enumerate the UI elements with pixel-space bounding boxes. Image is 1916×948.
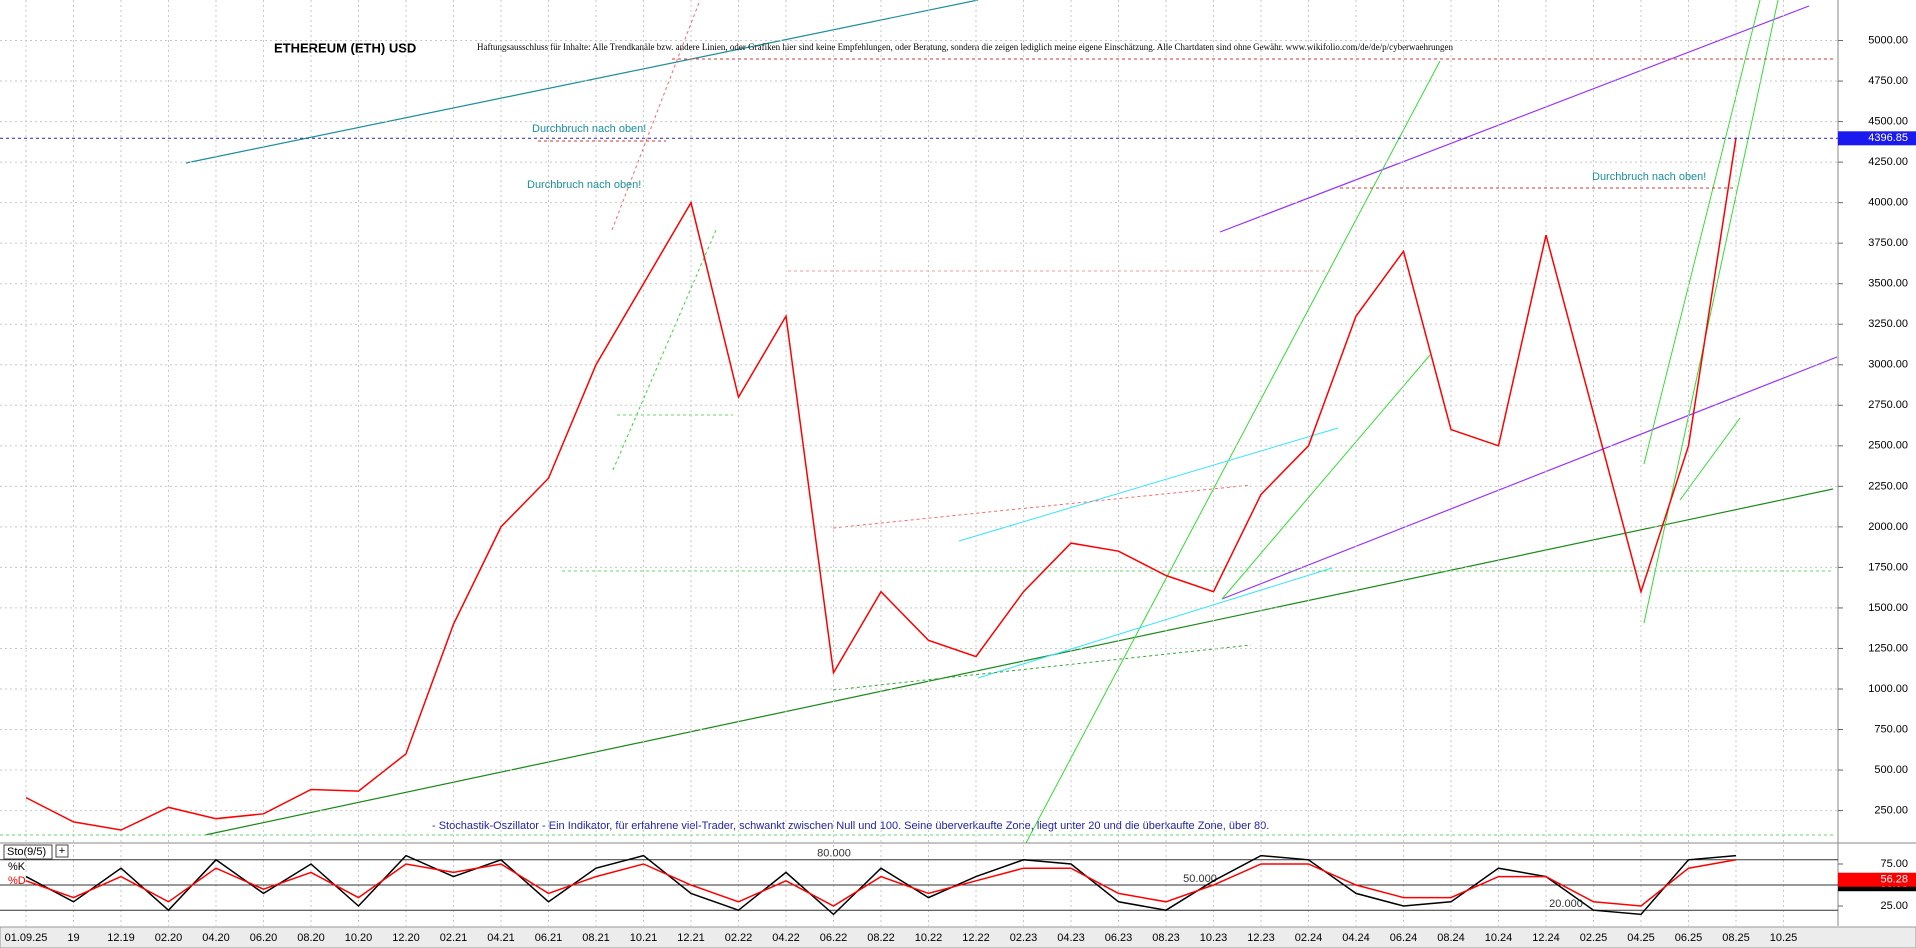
- x-tick-label: 12.20: [392, 932, 420, 944]
- x-tick-label: 10.22: [915, 932, 943, 944]
- level-label: 20.000: [1549, 898, 1583, 910]
- y-tick-label: 4000.00: [1868, 197, 1908, 209]
- trendline: [1219, 5, 1810, 233]
- trendline: [204, 488, 1834, 836]
- x-tick-label: 08.20: [297, 932, 325, 944]
- trendline: [1221, 354, 1431, 600]
- indicator-title: Sto(9/5): [7, 846, 46, 858]
- x-tick-label: 08.22: [867, 932, 895, 944]
- trendline: [1643, 0, 1779, 624]
- x-tick-label: 04.23: [1057, 932, 1085, 944]
- y-tick-label: 3750.00: [1868, 237, 1908, 249]
- x-tick-label: 06.21: [535, 932, 563, 944]
- x-tick-label: 02.23: [1010, 932, 1038, 944]
- y-tick-label: 1000.00: [1868, 683, 1908, 695]
- x-tick-label: 12.19: [107, 932, 135, 944]
- x-tick-label: 02.24: [1295, 932, 1323, 944]
- x-tick-label: 08.25: [1722, 932, 1750, 944]
- y-tick-label: 500.00: [1874, 764, 1908, 776]
- y-tick-label: 2500.00: [1868, 440, 1908, 452]
- x-tick-label: 10.21: [630, 932, 658, 944]
- y-tick-label: 3250.00: [1868, 318, 1908, 330]
- x-tick-label: 02.21: [440, 932, 468, 944]
- chart-title: ETHEREUM (ETH) USD: [274, 40, 416, 55]
- y-tick-label: 5000.00: [1868, 34, 1908, 46]
- y-tick-label: 2250.00: [1868, 480, 1908, 492]
- x-tick-label: 04.22: [772, 932, 800, 944]
- current-value-box: [1838, 872, 1916, 887]
- trendline: [1221, 356, 1838, 600]
- current-value-label: 56.28: [1880, 874, 1908, 886]
- x-tick-label: 01.09.25: [5, 932, 48, 944]
- x-tick-label: 06.23: [1105, 932, 1133, 944]
- indicator-note: - Stochastik-Oszillator - Ein Indikator,…: [432, 820, 1269, 832]
- disclaimer: Haftungsausschluss für Inhalte: Alle Tre…: [477, 42, 1454, 52]
- y-tick-label: 1500.00: [1868, 602, 1908, 614]
- x-tick-label: 10.25: [1770, 932, 1798, 944]
- x-tick-label: 08.21: [582, 932, 610, 944]
- x-tick-label: 08.24: [1437, 932, 1465, 944]
- x-tick-label: 12.24: [1532, 932, 1560, 944]
- y-tick-label: 2750.00: [1868, 399, 1908, 411]
- y-tick-label: 25.00: [1880, 900, 1908, 912]
- x-tick-label: 06.20: [250, 932, 278, 944]
- annotation: Durchbruch nach oben!: [527, 179, 641, 191]
- annotation: Durchbruch nach oben!: [1592, 171, 1706, 183]
- x-tick-label: 06.22: [820, 932, 848, 944]
- annotation: Durchbruch nach oben!: [532, 123, 646, 135]
- level-label: 50.000: [1183, 873, 1217, 885]
- y-tick-label: 4500.00: [1868, 115, 1908, 127]
- x-tick-label: 06.24: [1390, 932, 1418, 944]
- trendline: [612, 229, 717, 471]
- trendline: [832, 484, 1252, 529]
- x-tick-label: 04.20: [202, 932, 230, 944]
- x-tick-label: 04.25: [1627, 932, 1655, 944]
- price-line: [25, 859, 1737, 907]
- expand-icon: +: [59, 845, 65, 857]
- x-tick-label: 02.25: [1580, 932, 1608, 944]
- y-tick-label: 1250.00: [1868, 642, 1908, 654]
- price-line: [25, 137, 1737, 831]
- x-tick-label: 10.23: [1200, 932, 1228, 944]
- x-tick-label: 19: [67, 932, 79, 944]
- y-tick-label: 75.00: [1880, 858, 1908, 870]
- trendline: [977, 567, 1333, 679]
- price-line: [25, 854, 1737, 916]
- y-tick-label: 750.00: [1874, 723, 1908, 735]
- y-tick-label: 2000.00: [1868, 521, 1908, 533]
- x-tick-label: 12.23: [1247, 932, 1275, 944]
- level-label: 80.000: [817, 848, 851, 860]
- x-tick-label: 04.21: [487, 932, 515, 944]
- y-tick-label: 3000.00: [1868, 359, 1908, 371]
- x-tick-label: 02.20: [155, 932, 183, 944]
- y-tick-label: 4750.00: [1868, 75, 1908, 87]
- x-tick-label: 10.24: [1485, 932, 1513, 944]
- x-tick-label: 12.21: [677, 932, 705, 944]
- trendline: [1643, 0, 1761, 465]
- indicator-box: [3, 844, 53, 860]
- legend-entry: %D: [8, 875, 26, 887]
- trendline: [832, 644, 1252, 691]
- x-tick-label: 10.20: [345, 932, 373, 944]
- last-price-box: [1838, 131, 1916, 146]
- last-price-label: 4396.85: [1868, 132, 1908, 144]
- expand-button[interactable]: [55, 844, 69, 858]
- y-tick-label: 1750.00: [1868, 561, 1908, 573]
- x-tick-label: 06.25: [1675, 932, 1703, 944]
- trendline: [611, 0, 701, 231]
- y-tick-label: 4250.00: [1868, 156, 1908, 168]
- x-tick-label: 02.22: [725, 932, 753, 944]
- y-tick-label: 3500.00: [1868, 278, 1908, 290]
- legend-entry: %K: [8, 861, 26, 873]
- trendline: [958, 427, 1339, 542]
- y-tick-label: 250.00: [1874, 804, 1908, 816]
- x-tick-label: 12.22: [962, 932, 990, 944]
- x-tick-label: 08.23: [1152, 932, 1180, 944]
- x-axis-bar: [0, 926, 1916, 948]
- trendline: [1025, 60, 1441, 844]
- x-tick-label: 04.24: [1342, 932, 1370, 944]
